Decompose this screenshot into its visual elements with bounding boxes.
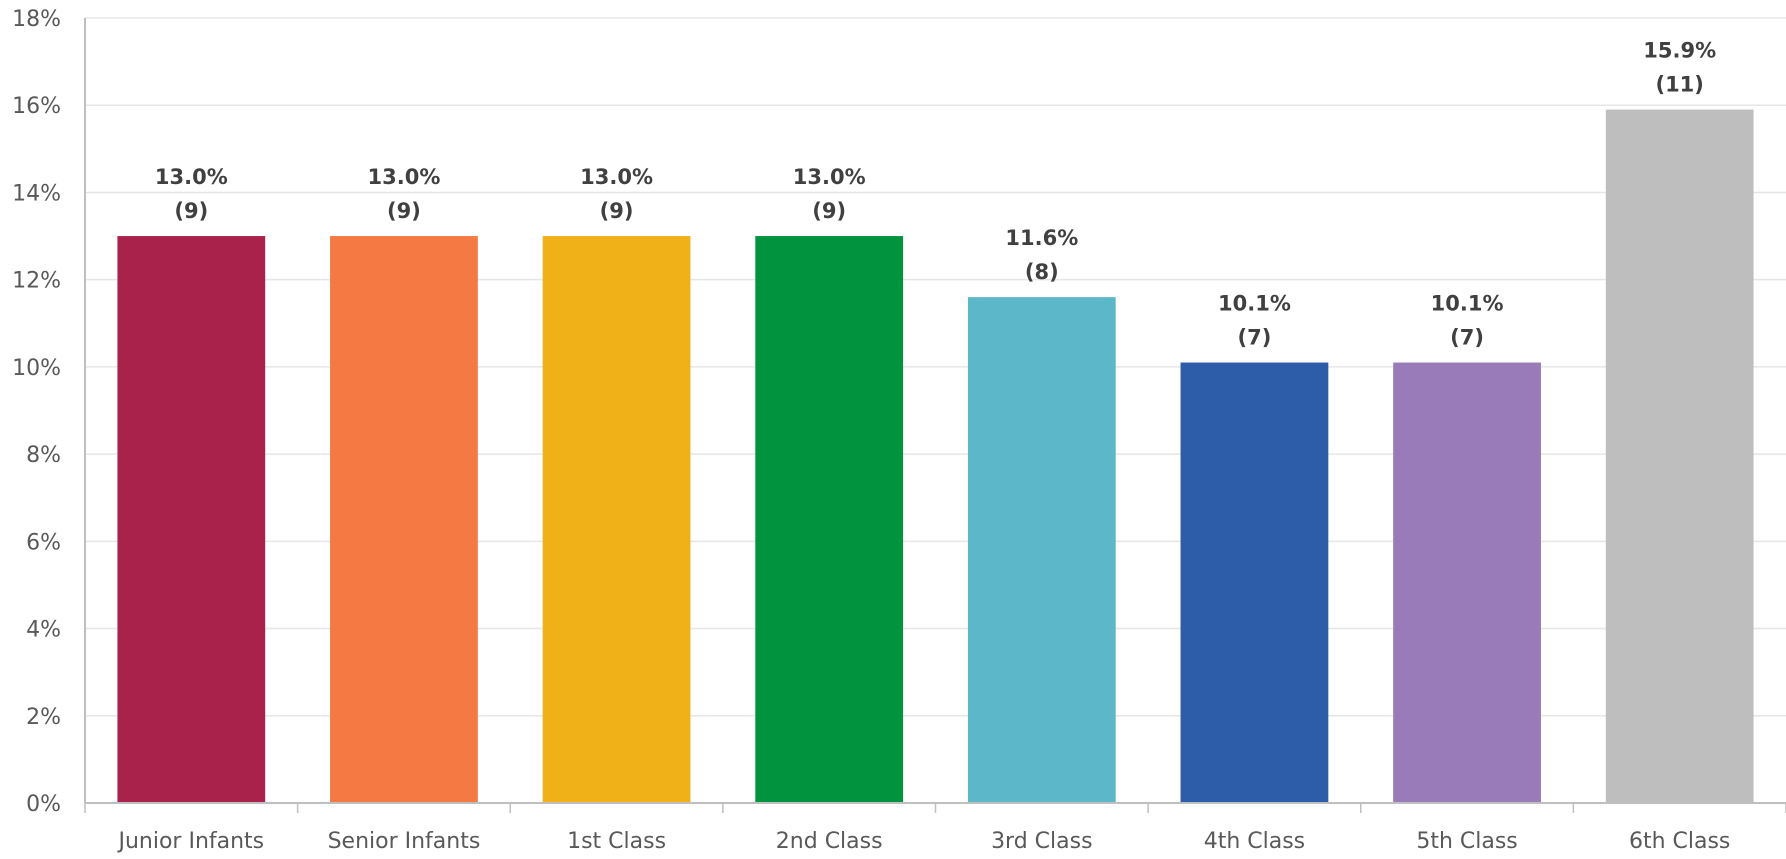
data-label-count: (8) xyxy=(1025,260,1059,284)
bar xyxy=(330,236,478,804)
bar xyxy=(1180,362,1329,803)
y-tick-label: 10% xyxy=(12,356,61,381)
bar xyxy=(542,236,691,804)
data-label-count: (9) xyxy=(812,199,846,223)
bar xyxy=(1605,109,1754,804)
y-tick-label: 16% xyxy=(12,94,61,119)
x-tick-label: 1st Class xyxy=(567,829,666,854)
y-tick-label: 6% xyxy=(26,530,61,555)
bar xyxy=(755,236,904,804)
data-labels: 13.0% (9) 13.0% (9) 13.0% (9) 13.0% (9) 11.6% (8)… xyxy=(155,39,1716,350)
data-label-count: (11) xyxy=(1655,73,1703,97)
x-tick-label: 5th Class xyxy=(1416,829,1517,854)
x-tick-label: 3rd Class xyxy=(991,829,1093,854)
data-label-count: (9) xyxy=(387,199,421,223)
data-label-count: (7) xyxy=(1450,326,1484,350)
y-tick-label: 14% xyxy=(12,181,61,206)
bar xyxy=(1393,362,1541,803)
data-label-count: (7) xyxy=(1238,326,1272,350)
data-label-count: (9) xyxy=(174,199,208,223)
x-tick-label: 4th Class xyxy=(1204,829,1305,854)
bar xyxy=(967,297,1116,803)
y-tick-label: 4% xyxy=(26,618,61,643)
x-tick-label: 2nd Class xyxy=(776,829,883,854)
data-label-percent: 13.0% xyxy=(793,165,866,189)
y-axis-ticks: 0% 2% 4% 6% 8% 10% 12% 14% 16% 18% xyxy=(12,7,61,817)
x-axis-ticks: Junior Infants Senior Infants 1st Class 2nd… xyxy=(116,829,1730,854)
data-label-percent: 13.0% xyxy=(368,165,441,189)
data-label-percent: 15.9% xyxy=(1643,39,1716,63)
y-tick-label: 12% xyxy=(12,269,61,294)
bars xyxy=(117,109,1754,804)
y-tick-label: 8% xyxy=(26,443,61,468)
x-tick-label: 6th Class xyxy=(1629,829,1730,854)
y-tick-label: 18% xyxy=(12,7,61,32)
data-label-percent: 13.0% xyxy=(580,165,653,189)
x-tick-label: Senior Infants xyxy=(328,829,481,854)
axes xyxy=(84,18,1786,813)
y-tick-label: 2% xyxy=(26,705,61,730)
x-tick-label: Junior Infants xyxy=(116,829,264,854)
bar xyxy=(117,236,266,804)
data-label-percent: 10.1% xyxy=(1431,292,1504,316)
y-tick-label: 0% xyxy=(26,792,61,817)
data-label-percent: 13.0% xyxy=(155,165,228,189)
data-label-count: (9) xyxy=(600,199,634,223)
data-label-percent: 10.1% xyxy=(1218,292,1291,316)
data-label-percent: 11.6% xyxy=(1005,226,1078,250)
